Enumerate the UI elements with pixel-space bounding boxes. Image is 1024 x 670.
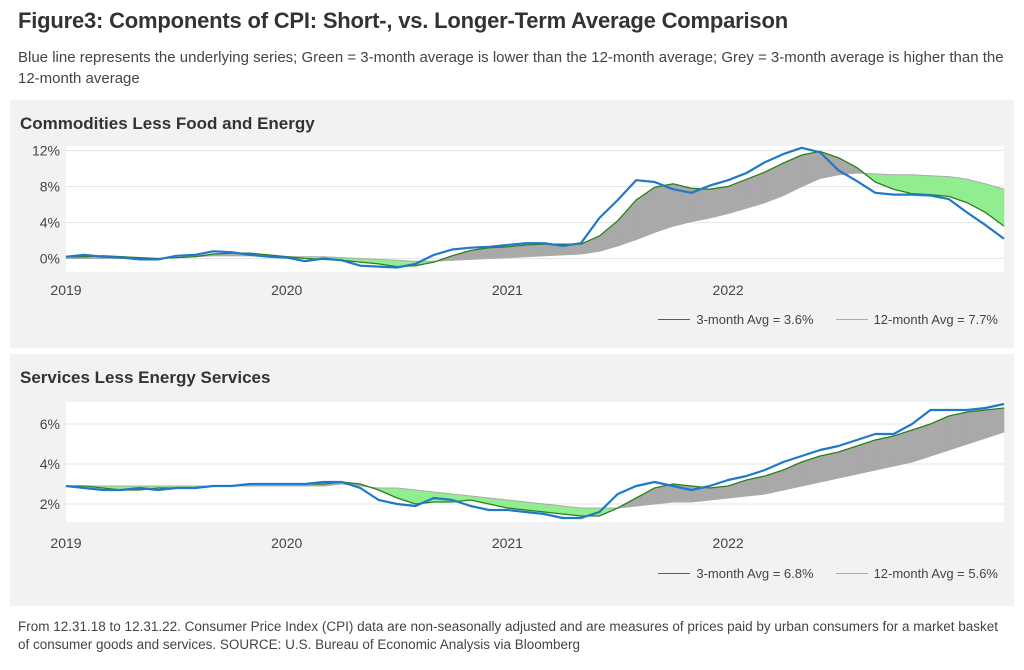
fill-band-grey bbox=[948, 411, 968, 451]
y-tick-label: 4% bbox=[40, 215, 60, 231]
legend-swatch-avg3 bbox=[658, 573, 691, 574]
x-tick-label: 2020 bbox=[271, 535, 302, 551]
legend-item-avg3: 3-month Avg = 6.8% bbox=[658, 566, 814, 581]
x-tick-label: 2021 bbox=[492, 535, 523, 551]
y-tick-label: 8% bbox=[40, 179, 60, 195]
legend-swatch-avg3 bbox=[658, 319, 691, 320]
fill-band-grey bbox=[691, 187, 711, 222]
legend-label-avg12: 12-month Avg = 7.7% bbox=[873, 312, 998, 327]
fill-band-grey bbox=[709, 186, 729, 219]
legend-swatch-avg12 bbox=[835, 319, 868, 320]
x-tick-label: 2022 bbox=[713, 282, 744, 298]
y-tick-label: 4% bbox=[40, 456, 60, 472]
chart-title: Commodities Less Food and Energy bbox=[20, 114, 315, 133]
fill-band-grey bbox=[525, 243, 545, 258]
series-line-underlying bbox=[65, 402, 1005, 520]
legend-item-avg12: 12-month Avg = 7.7% bbox=[835, 312, 998, 327]
x-tick-label: 2019 bbox=[50, 535, 81, 551]
y-tick-label: 12% bbox=[32, 143, 60, 159]
chart-legend: 3-month Avg = 3.6% 12-month Avg = 7.7% bbox=[644, 312, 998, 327]
x-tick-label: 2022 bbox=[713, 535, 744, 551]
chart-panel-commodities: Commodities Less Food and Energy 0% 4% 8% 1… bbox=[10, 100, 1014, 348]
y-tick-label: 0% bbox=[40, 251, 60, 267]
fill-band-grey bbox=[874, 435, 894, 471]
chart-panel-services: Services Less Energy Services 2% 4% 6% 2019… bbox=[10, 354, 1014, 606]
x-tick-label: 2021 bbox=[492, 282, 523, 298]
y-tick-label: 6% bbox=[40, 416, 60, 432]
chart-services: 2% 4% 6% 2019 2020 2021 2022 bbox=[40, 402, 1005, 551]
fill-band-grey bbox=[819, 451, 839, 483]
legend-item-avg12: 12-month Avg = 5.6% bbox=[835, 566, 998, 581]
chart-commodities: 0% 4% 8% 12% 2019 2020 2021 2022 bbox=[32, 143, 1005, 298]
chart-title: Services Less Energy Services bbox=[20, 368, 271, 387]
legend-label-avg3: 3-month Avg = 3.6% bbox=[696, 312, 814, 327]
footer-note: From 12.31.18 to 12.31.22. Consumer Pric… bbox=[18, 619, 999, 652]
legend-label-avg12: 12-month Avg = 5.6% bbox=[873, 566, 998, 581]
chart-legend: 3-month Avg = 6.8% 12-month Avg = 5.6% bbox=[644, 566, 998, 581]
page-subtitle: Blue line represents the underlying seri… bbox=[18, 49, 1004, 87]
fill-band-green bbox=[930, 175, 950, 197]
legend-label-avg3: 3-month Avg = 6.8% bbox=[696, 566, 814, 581]
y-tick-label: 2% bbox=[40, 496, 60, 512]
series-line-3-month-avg bbox=[66, 150, 1005, 268]
fill-band-grey bbox=[488, 246, 508, 259]
x-tick-label: 2020 bbox=[271, 282, 302, 298]
fill-band-green bbox=[911, 174, 931, 195]
fill-band-grey bbox=[654, 183, 674, 233]
x-tick-label: 2019 bbox=[50, 282, 81, 298]
page-title: Figure3: Components of CPI: Short-, vs. … bbox=[18, 8, 788, 33]
series-line-12-month-avg bbox=[66, 172, 1005, 262]
legend-item-avg3: 3-month Avg = 3.6% bbox=[658, 312, 814, 327]
legend-swatch-avg12 bbox=[835, 573, 868, 574]
series-line-underlying bbox=[65, 146, 1005, 269]
